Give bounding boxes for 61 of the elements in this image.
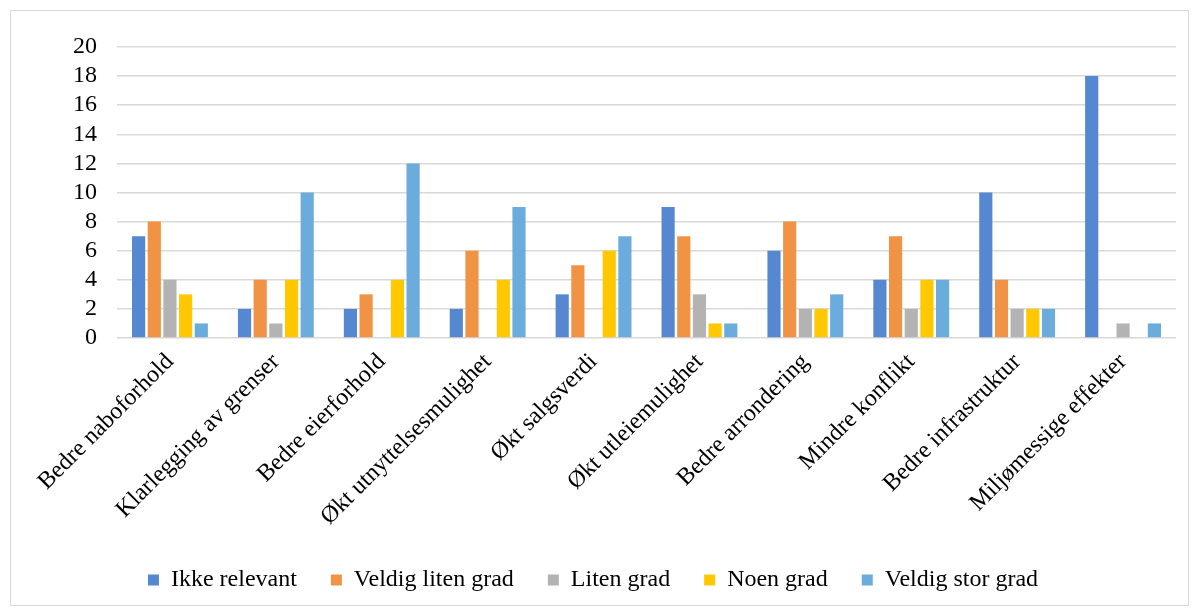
legend-label: Veldig liten grad <box>353 565 514 592</box>
bar <box>830 294 844 338</box>
legend-label: Veldig stor grad <box>884 565 1039 592</box>
bar <box>147 221 161 338</box>
bar <box>602 250 616 338</box>
bar <box>783 221 797 338</box>
bar <box>661 207 675 338</box>
bar <box>708 323 722 338</box>
bar <box>692 294 707 338</box>
bar <box>798 308 812 338</box>
y-tick-label: 20 <box>73 32 97 59</box>
y-tick-label: 6 <box>85 236 97 262</box>
bar <box>873 279 887 338</box>
bar <box>163 279 177 338</box>
y-tick-label: 10 <box>73 177 97 204</box>
bar <box>359 294 373 338</box>
bar <box>132 236 146 338</box>
y-tick-label: 18 <box>73 61 97 88</box>
bar <box>920 279 934 338</box>
bar <box>300 192 314 338</box>
bar <box>677 236 691 338</box>
bar <box>1147 323 1161 338</box>
bar <box>571 265 585 338</box>
bar <box>994 279 1009 338</box>
bar <box>888 236 903 338</box>
y-tick-label: 4 <box>85 265 97 292</box>
y-tick-label: 0 <box>85 323 97 350</box>
bar <box>936 279 950 338</box>
bar <box>179 294 193 338</box>
y-tick-label: 16 <box>73 90 97 117</box>
bar <box>343 308 357 338</box>
bar <box>767 250 781 338</box>
bar <box>724 323 738 338</box>
bar <box>618 236 632 338</box>
legend-label: Ikke relevant <box>170 565 298 592</box>
bar <box>237 308 252 338</box>
bar <box>496 279 510 338</box>
bar <box>979 192 993 338</box>
bar <box>1116 323 1130 338</box>
legend-label: Noen grad <box>727 565 828 592</box>
bar <box>284 279 299 338</box>
bar <box>1085 76 1099 338</box>
bar <box>1026 308 1040 338</box>
bar <box>253 279 267 338</box>
bar <box>904 308 918 338</box>
legend-label: Liten grad <box>570 565 671 592</box>
bar <box>512 207 526 338</box>
y-tick-label: 12 <box>73 148 97 175</box>
bar <box>406 163 420 338</box>
y-tick-label: 2 <box>85 294 97 321</box>
bar <box>390 279 405 338</box>
bar <box>1010 308 1024 338</box>
bar <box>555 294 569 338</box>
bar <box>269 323 283 338</box>
bar <box>814 308 828 338</box>
bar <box>194 323 208 338</box>
y-tick-label: 14 <box>73 119 97 146</box>
bar <box>465 250 479 338</box>
bar <box>449 308 463 338</box>
y-tick-label: 8 <box>85 206 97 233</box>
bar <box>1041 308 1056 338</box>
